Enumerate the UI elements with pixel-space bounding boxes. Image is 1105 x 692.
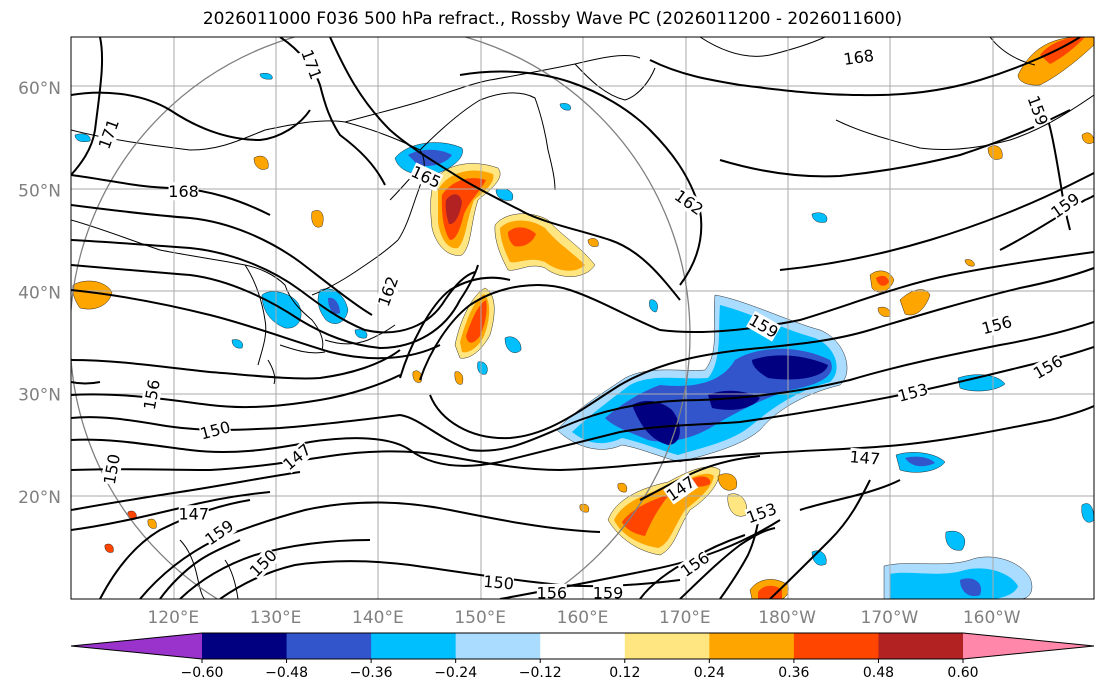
- colorbar-tick-label: −0.48: [265, 665, 308, 681]
- contour-label: 153: [896, 379, 930, 405]
- lon-tick-label: 160°W: [963, 608, 1021, 628]
- colorbar-tick-label: 0.36: [778, 665, 809, 681]
- colorbar-segment: [455, 633, 541, 659]
- contour-label-background: [482, 572, 515, 593]
- contour-label-background: [979, 312, 1014, 338]
- contour-label-background: [168, 182, 199, 201]
- colorbar-segment: [878, 633, 964, 659]
- colorbar-tick-label: −0.36: [350, 665, 393, 681]
- colorbar: −0.60 −0.48 −0.36 −0.24 −0.12 0.12 0.24 0.36 0.4…: [70, 632, 1095, 681]
- colorbar-tick-label: −0.24: [434, 665, 477, 681]
- contour-label: 150: [198, 417, 232, 443]
- colorbar-tick-label: −0.60: [181, 665, 224, 681]
- contour-label-background: [744, 499, 779, 527]
- contour-label-background: [746, 310, 782, 342]
- colorbar-segment: [286, 633, 372, 659]
- contour-label-background: [408, 162, 444, 192]
- colorbar-segment: [371, 633, 457, 659]
- contour-label: 150: [483, 572, 515, 594]
- lon-tick-label: 150°E: [454, 608, 506, 628]
- colorbar-segment: [540, 633, 626, 659]
- lat-tick-label: 20°N: [18, 488, 61, 508]
- colorbar-segment: [709, 633, 795, 659]
- contour-label: 147: [849, 447, 881, 469]
- contour-label-background: [842, 46, 875, 69]
- refractivity-contours: [71, 37, 1094, 599]
- contour-label-background: [297, 47, 325, 82]
- contour-label: 147: [178, 505, 209, 524]
- contour-label: 156: [536, 583, 568, 602]
- latitude-labels: 60°N 50°N 40°N 30°N 20°N: [18, 79, 61, 508]
- contour-label-background: [246, 546, 281, 581]
- lon-tick-label: 170°E: [659, 608, 711, 628]
- colorbar-segment: [624, 633, 710, 659]
- map-frame: [70, 36, 1095, 600]
- contour-label: 168: [168, 182, 199, 201]
- contour-label-background: [201, 516, 237, 549]
- lon-tick-label: 170°W: [861, 608, 919, 628]
- contour-label-background: [198, 417, 233, 443]
- colorbar-extend-low: [71, 633, 202, 659]
- contour-label-background: [663, 472, 699, 505]
- lat-tick-label: 60°N: [18, 79, 61, 99]
- contour-label-background: [95, 116, 123, 152]
- lat-tick-label: 40°N: [18, 283, 61, 303]
- contour-label-text: 147: [849, 447, 881, 469]
- contour-label-background: [671, 186, 707, 219]
- lat-tick-label: 30°N: [18, 386, 61, 406]
- lon-tick-label: 160°E: [557, 608, 609, 628]
- contour-label-background: [536, 583, 567, 599]
- lat-tick-label: 50°N: [18, 181, 61, 201]
- lon-tick-label: 180°W: [758, 608, 816, 628]
- contour-label-background: [279, 440, 315, 474]
- colorbar-tick-label: 0.48: [863, 665, 894, 681]
- contour-label-text: 168: [842, 46, 875, 69]
- contour-label-text: 159: [593, 583, 624, 602]
- contour-label-background: [1030, 351, 1066, 383]
- contour-label-background: [178, 505, 209, 524]
- contour-label-background: [593, 583, 624, 599]
- contour-label-text: 150: [483, 572, 515, 594]
- contour-label-text: 147: [178, 505, 209, 524]
- colorbar-segment: [202, 633, 288, 659]
- colorbar-extend-high: [963, 633, 1094, 659]
- contour-label-background: [849, 447, 881, 469]
- reference-circle: [71, 37, 691, 599]
- contour-label-text: 168: [168, 182, 199, 201]
- colorbar-tick-label: 0.24: [694, 665, 725, 681]
- colorbar-tick-label: −0.12: [519, 665, 562, 681]
- lon-tick-label: 120°E: [147, 608, 199, 628]
- colorbar-segment: [793, 633, 879, 659]
- contour-label-background: [1047, 189, 1083, 222]
- contour-label-background: [100, 452, 124, 486]
- longitude-labels: 120°E 130°E 140°E 150°E 160°E 170°E 180°W 170°W…: [147, 608, 1020, 628]
- contour-label: 159: [593, 583, 624, 602]
- contour-label-background: [374, 274, 402, 309]
- colorbar-tick-label: 0.60: [947, 665, 978, 681]
- contour-label-background: [896, 380, 930, 406]
- contour-label-background: [140, 378, 164, 411]
- contour-label-background: [677, 548, 713, 581]
- contour-label-background: [1024, 93, 1052, 128]
- colorbar-tick-label: 0.12: [609, 665, 640, 681]
- map-title: 2026011000 F036 500 hPa refract., Rossby…: [202, 9, 903, 29]
- lon-tick-label: 130°E: [250, 608, 302, 628]
- contour-label-text: 156: [537, 583, 568, 602]
- contour-label: 168: [842, 46, 875, 69]
- lon-tick-label: 140°E: [352, 608, 404, 628]
